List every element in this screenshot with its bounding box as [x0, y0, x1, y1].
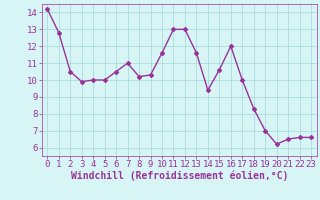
X-axis label: Windchill (Refroidissement éolien,°C): Windchill (Refroidissement éolien,°C): [70, 171, 288, 181]
